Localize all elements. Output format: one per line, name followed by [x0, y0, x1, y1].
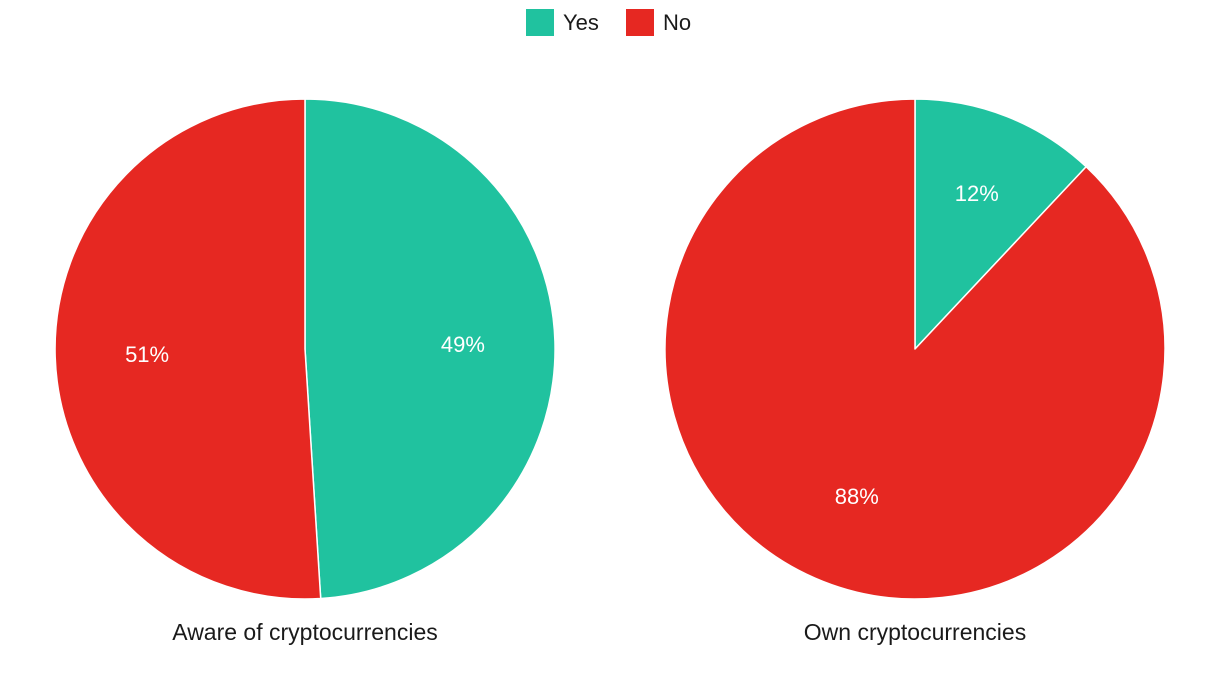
- legend-swatch-yes: [526, 9, 554, 36]
- legend-label: No: [663, 10, 691, 35]
- pie-slice-yes: [914, 98, 1087, 350]
- legend-item-yes: Yes: [526, 9, 599, 36]
- pie-slice-no: [664, 98, 1166, 600]
- slice-value-label-yes: 49%: [441, 332, 485, 357]
- pie-slice-no: [54, 98, 322, 600]
- slice-value-label-no: 51%: [125, 342, 169, 367]
- pie-title: Own cryptocurrencies: [804, 619, 1026, 645]
- slice-value-label-no: 88%: [835, 484, 879, 509]
- pie-chart-aware-of-cryptocurrencies: 49% 51% Aware of cryptocurrencies: [54, 98, 556, 645]
- pie-chart-own-cryptocurrencies: 12% 88% Own cryptocurrencies: [664, 98, 1166, 645]
- legend-swatch-no: [626, 9, 654, 36]
- legend-label: Yes: [563, 10, 599, 35]
- pie-title: Aware of cryptocurrencies: [172, 619, 437, 645]
- pie-slice-yes: [304, 98, 556, 600]
- legend: Yes No: [526, 9, 691, 36]
- legend-item-no: No: [626, 9, 691, 36]
- slice-value-label-yes: 12%: [955, 181, 999, 206]
- pie-charts: 49% 51% Aware of cryptocurrencies 12% 88% Own…: [54, 98, 1166, 645]
